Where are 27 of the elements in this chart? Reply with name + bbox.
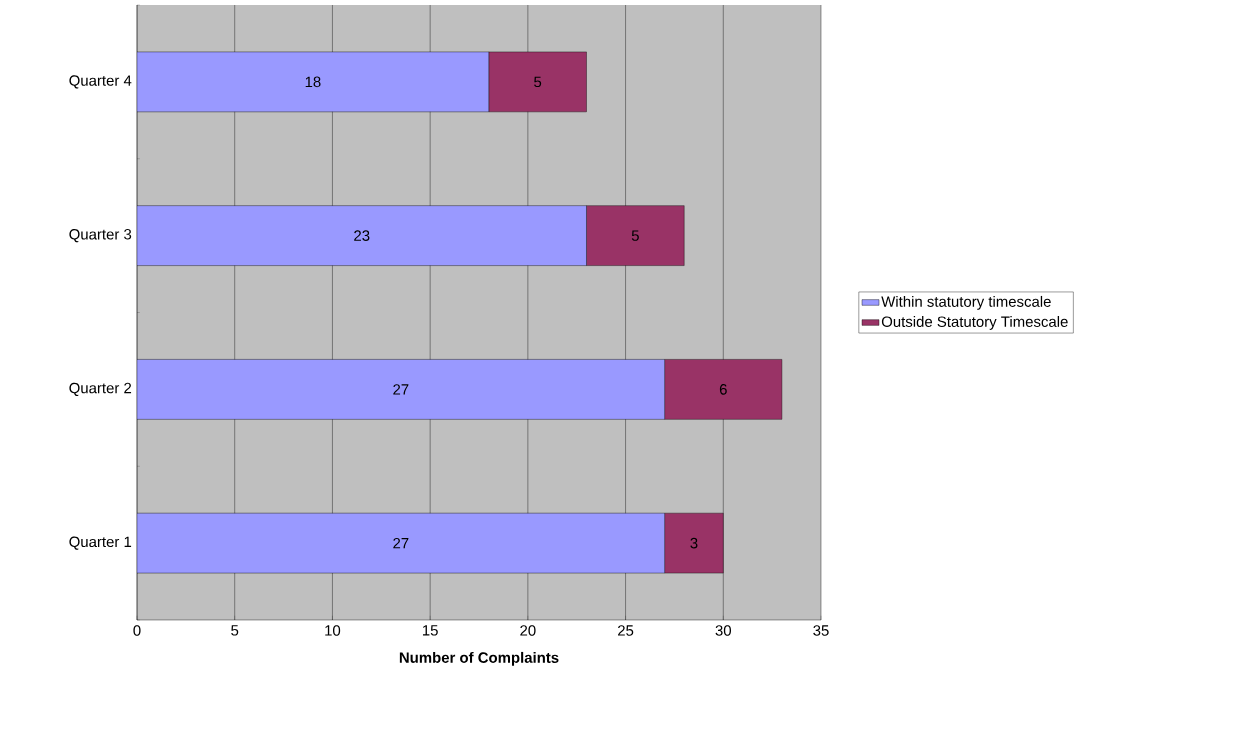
data-label: 3 bbox=[690, 537, 698, 549]
data-label: 5 bbox=[631, 230, 639, 241]
x-tick-label: 20 bbox=[520, 625, 536, 636]
x-tick-label: 35 bbox=[813, 625, 829, 636]
y-tick-label: Quarter 2 bbox=[69, 382, 132, 397]
bar bbox=[137, 205, 587, 266]
y-tick-label: Quarter 1 bbox=[69, 536, 132, 550]
data-label: 23 bbox=[354, 230, 370, 241]
legend-label: Outside Statutory Timescale bbox=[881, 315, 1068, 330]
data-label: 27 bbox=[393, 384, 409, 395]
bar bbox=[137, 51, 489, 113]
x-axis-title: Number of Complaints bbox=[399, 651, 559, 666]
data-label: 27 bbox=[393, 537, 409, 549]
x-tick-label: 15 bbox=[422, 625, 438, 636]
data-label: 6 bbox=[719, 384, 727, 395]
bar bbox=[137, 359, 665, 420]
legend-label: Within statutory timescale bbox=[881, 295, 1051, 310]
y-tick-label: Quarter 4 bbox=[69, 75, 132, 89]
x-tick-label: 25 bbox=[618, 625, 634, 636]
x-tick-label: 5 bbox=[231, 625, 239, 636]
bar bbox=[137, 512, 665, 574]
y-tick-label: Quarter 3 bbox=[69, 228, 132, 243]
data-label: 5 bbox=[534, 76, 542, 88]
x-tick-label: 10 bbox=[325, 625, 341, 636]
x-tick-label: 0 bbox=[133, 625, 141, 636]
data-label: 18 bbox=[305, 76, 321, 88]
x-tick-label: 30 bbox=[715, 625, 732, 636]
